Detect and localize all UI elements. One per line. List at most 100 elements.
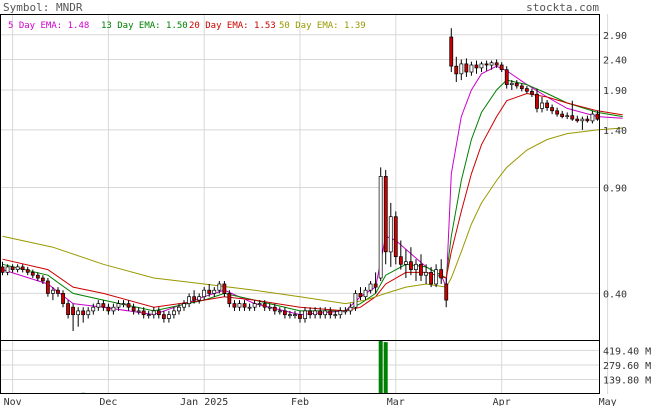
symbol-label: Symbol: MNDR: [3, 1, 83, 14]
candle: [439, 259, 444, 284]
candle: [96, 300, 101, 311]
candle-body: [101, 303, 106, 308]
candle-body: [348, 306, 353, 312]
candle: [368, 281, 373, 294]
candle: [303, 307, 307, 323]
candle: [161, 310, 166, 323]
candle-body: [459, 63, 464, 75]
candle: [504, 66, 509, 89]
candle: [116, 300, 121, 311]
candle: [10, 264, 15, 273]
candle-body: [222, 283, 227, 294]
candle-body: [45, 280, 50, 294]
price-tick-label: 2.40: [603, 56, 627, 67]
candle-body: [343, 310, 348, 313]
candle: [494, 59, 499, 68]
candle-body: [61, 293, 65, 304]
candle: [101, 300, 106, 311]
candle: [499, 62, 504, 72]
candle: [151, 307, 156, 319]
candle-body: [187, 296, 191, 304]
candle-body: [373, 283, 378, 288]
candle-body: [424, 272, 428, 276]
candle-body: [363, 289, 368, 298]
candle: [545, 100, 549, 111]
candle: [15, 264, 20, 273]
candle-body: [5, 266, 10, 273]
candle: [363, 287, 368, 301]
candle: [227, 290, 232, 308]
candle-body: [489, 62, 494, 66]
candle: [288, 310, 292, 319]
candle: [71, 303, 75, 331]
x-tick-label: May: [599, 397, 617, 406]
candle: [267, 303, 272, 311]
grid: [0, 14, 609, 394]
candle: [91, 303, 96, 315]
candle: [51, 287, 55, 301]
x-tick-label: Dec: [99, 397, 117, 406]
candle: [30, 269, 35, 278]
candle: [202, 287, 207, 301]
candle-body: [277, 310, 282, 313]
candle-body: [40, 277, 45, 282]
candle-body: [151, 310, 156, 316]
candle: [424, 264, 428, 284]
candle: [409, 247, 413, 276]
candle: [141, 307, 146, 319]
candle: [257, 300, 262, 308]
candle-body: [272, 306, 277, 312]
candle-body: [403, 261, 408, 265]
candle-body: [484, 63, 489, 66]
candle-body: [414, 263, 418, 270]
candle-body: [378, 176, 383, 279]
candle: [580, 116, 585, 130]
candle-body: [494, 62, 499, 66]
candle-body: [20, 266, 25, 270]
candle: [272, 303, 277, 315]
candle: [156, 307, 161, 319]
candle-body: [257, 303, 262, 305]
candle: [66, 300, 70, 319]
price-tick-label: 0.90: [603, 184, 627, 195]
candle-body: [237, 303, 242, 308]
candle-body: [560, 113, 565, 117]
volume-tick-label: 419.40 M: [603, 346, 651, 357]
candle-body: [161, 314, 166, 319]
candle-body: [288, 314, 292, 316]
candle: [484, 60, 489, 71]
candle-body: [217, 283, 222, 291]
candle-body: [25, 269, 30, 273]
brand-label[interactable]: stockta.com: [526, 1, 599, 14]
candle-body: [106, 306, 111, 312]
candle-body: [530, 91, 534, 95]
candle-body: [247, 306, 252, 309]
candle: [459, 59, 464, 81]
candle-body: [15, 266, 20, 270]
candle: [555, 107, 560, 117]
candle-body: [514, 82, 519, 87]
candle: [177, 303, 181, 315]
volume-tick-label: 139.80 M: [603, 376, 651, 387]
candle-body: [504, 69, 509, 85]
candle-body: [293, 314, 297, 316]
candle-body: [565, 115, 570, 118]
candle-body: [282, 310, 287, 316]
candle: [575, 115, 580, 123]
candle-body: [449, 36, 454, 67]
candle-body: [585, 118, 590, 122]
candle: [414, 259, 418, 281]
candle-body: [202, 289, 207, 298]
candle-body: [267, 306, 272, 309]
candle: [388, 202, 393, 267]
x-tick-label: Mar: [387, 397, 405, 406]
candle: [550, 104, 554, 115]
candle-body: [35, 274, 40, 279]
candle: [313, 307, 318, 319]
candle: [146, 310, 151, 319]
candle: [298, 310, 302, 323]
candle: [172, 307, 176, 319]
candle: [262, 300, 267, 311]
